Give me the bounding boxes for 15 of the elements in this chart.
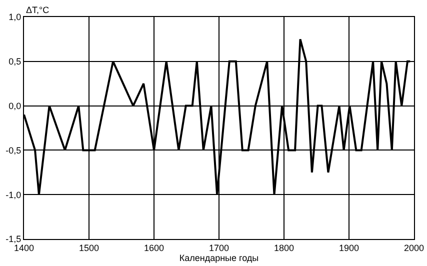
y-tick-label: -0,5 xyxy=(6,145,22,156)
y-tick-label: -1,5 xyxy=(6,234,22,244)
y-tick-label: 1,0 xyxy=(8,12,22,22)
y-axis-title: ΔT,°C xyxy=(26,5,50,15)
x-axis-title: Календарные годы xyxy=(179,252,259,263)
x-tick-label: 1600 xyxy=(144,242,164,253)
x-tick-label: 1400 xyxy=(14,242,34,253)
y-tick-label: 0,0 xyxy=(8,100,22,111)
x-tick-label: 1500 xyxy=(78,242,100,253)
y-tick-label: 0,5 xyxy=(8,56,22,67)
x-tick-label: 1900 xyxy=(338,242,360,253)
x-tick-label: 1800 xyxy=(274,242,294,253)
x-tick-label: 1700 xyxy=(208,242,230,253)
y-tick-label: -1,0 xyxy=(6,190,22,200)
x-tick-label: 2000 xyxy=(404,242,424,253)
